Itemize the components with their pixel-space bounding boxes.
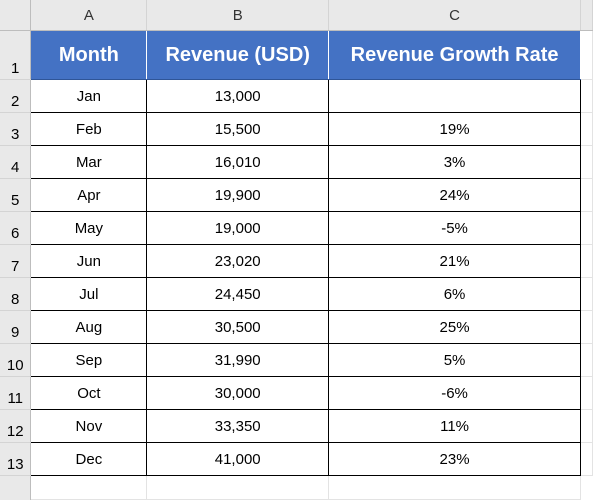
table-row: 5 Apr 19,900 24% (0, 178, 593, 212)
select-all-corner[interactable] (0, 0, 32, 31)
cell-growth[interactable]: 6% (328, 277, 581, 311)
row-header-3[interactable]: 3 (0, 112, 32, 146)
cell-revenue[interactable]: 30,000 (146, 376, 330, 410)
cell-revenue[interactable]: 24,450 (146, 277, 330, 311)
cell-growth[interactable]: 23% (328, 442, 581, 476)
empty-cell[interactable] (580, 30, 593, 80)
column-header-c[interactable]: C (328, 0, 581, 31)
row-header-9[interactable]: 9 (0, 310, 32, 344)
row-header-1[interactable]: 1 (0, 30, 32, 80)
cell-revenue[interactable]: 41,000 (146, 442, 330, 476)
table-row: 10 Sep 31,990 5% (0, 343, 593, 377)
cell-month[interactable]: Oct (30, 376, 148, 410)
column-headings: A B C (0, 0, 593, 31)
cell-growth[interactable] (328, 79, 581, 113)
empty-cell[interactable] (580, 277, 593, 311)
table-row: 7 Jun 23,020 21% (0, 244, 593, 278)
cell-growth[interactable]: 3% (328, 145, 581, 179)
cell-revenue[interactable]: 19,000 (146, 211, 330, 245)
empty-cell[interactable] (580, 475, 593, 500)
header-cell-revenue[interactable]: Revenue (USD) (146, 30, 330, 80)
cell-month[interactable]: Apr (30, 178, 148, 212)
table-row: 4 Mar 16,010 3% (0, 145, 593, 179)
cell-month[interactable]: May (30, 211, 148, 245)
cell-month[interactable]: Jan (30, 79, 148, 113)
row-header-11[interactable]: 11 (0, 376, 32, 410)
cell-growth[interactable]: 24% (328, 178, 581, 212)
empty-cell[interactable] (580, 310, 593, 344)
cell-growth[interactable]: -5% (328, 211, 581, 245)
cell-growth[interactable]: 21% (328, 244, 581, 278)
cell-growth[interactable]: 25% (328, 310, 581, 344)
cell-revenue[interactable]: 30,500 (146, 310, 330, 344)
row-header-14[interactable] (0, 475, 32, 500)
row-header-2[interactable]: 2 (0, 79, 32, 113)
cell-month[interactable]: Mar (30, 145, 148, 179)
header-cell-month[interactable]: Month (30, 30, 148, 80)
cell-month[interactable]: Aug (30, 310, 148, 344)
empty-cell[interactable] (580, 178, 593, 212)
cell-growth[interactable]: 19% (328, 112, 581, 146)
cell-revenue[interactable]: 13,000 (146, 79, 330, 113)
column-header-b[interactable]: B (146, 0, 330, 31)
empty-cell[interactable] (30, 475, 148, 500)
row-header-13[interactable]: 13 (0, 442, 32, 476)
empty-cell[interactable] (580, 244, 593, 278)
row-header-5[interactable]: 5 (0, 178, 32, 212)
row-header-10[interactable]: 10 (0, 343, 32, 377)
cell-revenue[interactable]: 19,900 (146, 178, 330, 212)
row-header-8[interactable]: 8 (0, 277, 32, 311)
column-header-d[interactable] (580, 0, 593, 31)
cell-month[interactable]: Feb (30, 112, 148, 146)
table-row: 12 Nov 33,350 11% (0, 409, 593, 443)
header-cell-growth[interactable]: Revenue Growth Rate (328, 30, 581, 80)
cell-growth[interactable]: 5% (328, 343, 581, 377)
cell-revenue[interactable]: 15,500 (146, 112, 330, 146)
empty-cell[interactable] (580, 79, 593, 113)
table-row: 3 Feb 15,500 19% (0, 112, 593, 146)
cell-growth[interactable]: 11% (328, 409, 581, 443)
empty-cell[interactable] (580, 376, 593, 410)
empty-cell[interactable] (328, 475, 581, 500)
empty-cell[interactable] (580, 442, 593, 476)
row-header-6[interactable]: 6 (0, 211, 32, 245)
cell-month[interactable]: Sep (30, 343, 148, 377)
row-header-12[interactable]: 12 (0, 409, 32, 443)
cell-growth[interactable]: -6% (328, 376, 581, 410)
table-row: 11 Oct 30,000 -6% (0, 376, 593, 410)
row-header-7[interactable]: 7 (0, 244, 32, 278)
cell-month[interactable]: Dec (30, 442, 148, 476)
cell-revenue[interactable]: 31,990 (146, 343, 330, 377)
cell-revenue[interactable]: 16,010 (146, 145, 330, 179)
cell-month[interactable]: Nov (30, 409, 148, 443)
table-row: 8 Jul 24,450 6% (0, 277, 593, 311)
next-row (0, 475, 593, 500)
cell-revenue[interactable]: 33,350 (146, 409, 330, 443)
empty-cell[interactable] (580, 409, 593, 443)
cell-revenue[interactable]: 23,020 (146, 244, 330, 278)
table-row: 9 Aug 30,500 25% (0, 310, 593, 344)
cell-month[interactable]: Jul (30, 277, 148, 311)
empty-cell[interactable] (580, 343, 593, 377)
table-row: 13 Dec 41,000 23% (0, 442, 593, 476)
empty-cell[interactable] (580, 145, 593, 179)
cell-month[interactable]: Jun (30, 244, 148, 278)
table-row: 2 Jan 13,000 (0, 79, 593, 113)
table-row: 6 May 19,000 -5% (0, 211, 593, 245)
empty-cell[interactable] (146, 475, 330, 500)
row-header-4[interactable]: 4 (0, 145, 32, 179)
column-header-a[interactable]: A (30, 0, 148, 31)
header-row: 1 Month Revenue (USD) Revenue Growth Rat… (0, 30, 593, 80)
empty-cell[interactable] (580, 211, 593, 245)
empty-cell[interactable] (580, 112, 593, 146)
